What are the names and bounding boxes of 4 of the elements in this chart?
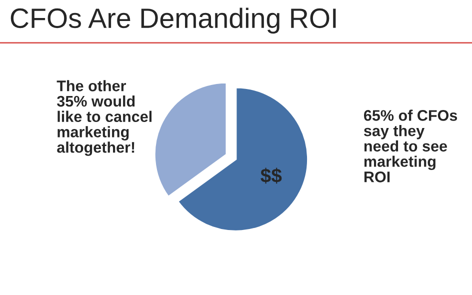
text: The other 35% would like to cancel marketing altogether! (56, 80, 152, 156)
chart-title: CFOs Are Demanding ROI (10, 8, 336, 34)
text: 65% of CFOs say they need to see marketing ROI (364, 110, 458, 182)
slice-label: $$ (260, 168, 282, 184)
